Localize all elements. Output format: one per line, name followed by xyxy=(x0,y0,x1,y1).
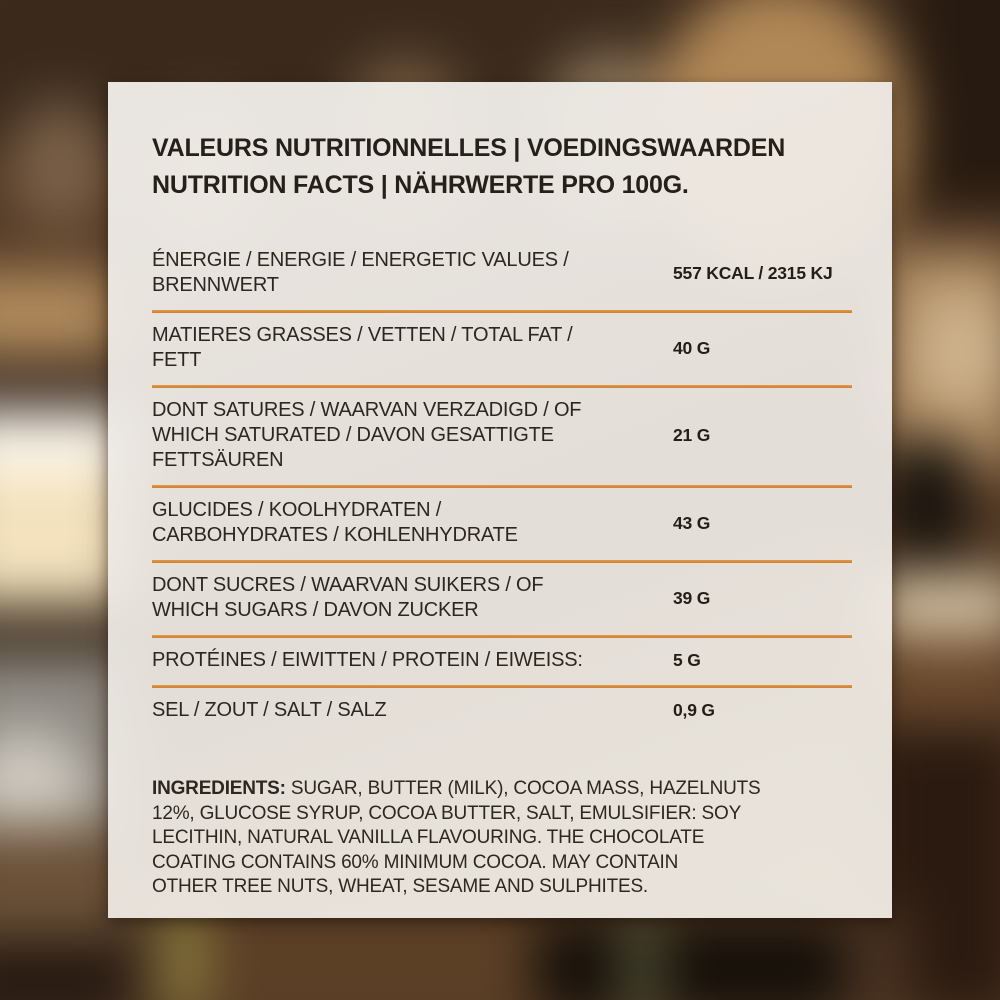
background-blob xyxy=(890,440,965,560)
nutrient-name: DONT SUCRES / WAARVAN SUIKERS / OF WHICH… xyxy=(152,574,544,621)
nutrient-name: PROTÉINES / EIWITTEN / PROTEIN / EIWEISS… xyxy=(152,649,583,671)
nutrition-title-line2: NUTRITION FACTS | NÄHRWERTE PRO 100G. xyxy=(152,171,689,199)
nutrition-title-line1: VALEURS NUTRITIONNELLES | VOEDINGSWAARDE… xyxy=(152,134,786,162)
nutrition-row-fat: MATIERES GRASSES / VETTEN / TOTAL FAT / … xyxy=(152,313,852,385)
nutrient-value: 0,9 G xyxy=(673,700,715,720)
background-blob xyxy=(625,915,660,1000)
nutrition-row-saturated-fat: DONT SATURES / WAARVAN VERZADIGD / OF WH… xyxy=(152,388,852,485)
nutrient-value: 557 KCAL / 2315 KJ xyxy=(673,262,833,283)
nutrition-row-energy: ÉNERGIE / ENERGIE / ENERGETIC VALUES / B… xyxy=(152,238,852,310)
orange-divider xyxy=(152,485,852,488)
background-blob xyxy=(10,100,110,230)
nutrient-name: GLUCIDES / KOOLHYDRATEN / CARBOHYDRATES … xyxy=(152,499,518,546)
nutrition-title: VALEURS NUTRITIONNELLES | VOEDINGSWAARDE… xyxy=(152,130,852,204)
background-blob xyxy=(875,575,1000,645)
ingredients-text: SUGAR, BUTTER (MILK), COCOA MASS, HAZELN… xyxy=(152,778,761,897)
nutrient-value: 21 G xyxy=(673,425,711,445)
nutrition-row-salt: SEL / ZOUT / SALT / SALZ 0,9 G xyxy=(152,688,852,735)
background-blob xyxy=(875,635,1000,740)
nutrient-name: DONT SATURES / WAARVAN VERZADIGD / OF WH… xyxy=(152,399,582,471)
background-blob xyxy=(205,910,535,1000)
background-blob xyxy=(535,925,845,1000)
background-blob xyxy=(910,0,1000,210)
nutrient-name: MATIERES GRASSES / VETTEN / TOTAL FAT / … xyxy=(152,324,573,371)
ingredients-heading: INGREDIENTS: xyxy=(152,778,286,799)
nutrition-table: ÉNERGIE / ENERGIE / ENERGETIC VALUES / B… xyxy=(152,238,852,735)
nutrient-value: 5 G xyxy=(673,650,701,670)
nutrition-row-sugars: DONT SUCRES / WAARVAN SUIKERS / OF WHICH… xyxy=(152,563,852,635)
nutrient-name: ÉNERGIE / ENERGIE / ENERGETIC VALUES / B… xyxy=(152,249,569,296)
orange-divider xyxy=(152,385,852,388)
background-blob xyxy=(910,290,1000,410)
background-blob xyxy=(0,940,130,1000)
nutrient-value: 40 G xyxy=(673,337,711,358)
orange-divider xyxy=(152,310,852,313)
nutrient-value: 39 G xyxy=(673,587,711,608)
nutrient-name: SEL / ZOUT / SALT / SALZ xyxy=(152,699,387,721)
background-blob xyxy=(0,360,120,415)
nutrition-row-protein: PROTÉINES / EIWITTEN / PROTEIN / EIWEISS… xyxy=(152,638,852,685)
nutrition-label-card: VALEURS NUTRITIONNELLES | VOEDINGSWAARDE… xyxy=(108,82,892,918)
nutrient-value: 43 G xyxy=(673,512,711,533)
orange-divider xyxy=(152,560,852,563)
orange-divider xyxy=(152,635,852,638)
orange-divider xyxy=(152,685,852,688)
nutrition-row-carbohydrates: GLUCIDES / KOOLHYDRATEN / CARBOHYDRATES … xyxy=(152,488,852,560)
ingredients-paragraph: INGREDIENTS: SUGAR, BUTTER (MILK), COCOA… xyxy=(152,777,852,900)
